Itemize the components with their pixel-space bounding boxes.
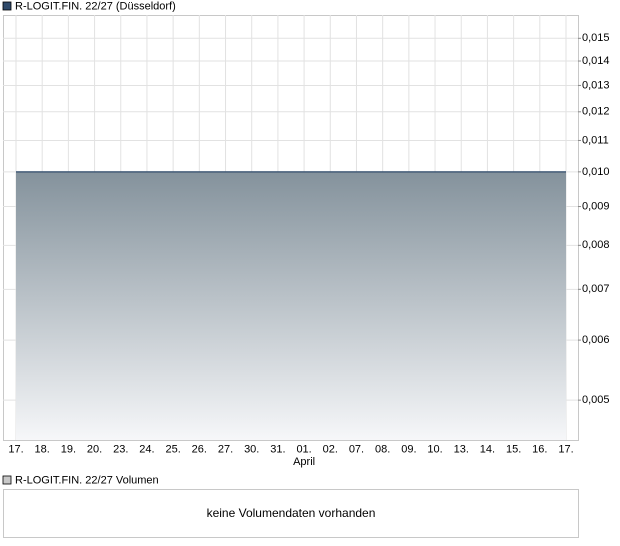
x-tick-label: 18. (35, 443, 50, 455)
y-tick-label: 0,008 (582, 239, 610, 251)
x-tick-label: 23. (113, 443, 128, 455)
x-tick-label: 13. (454, 443, 469, 455)
y-tick-label: 0,015 (582, 32, 610, 44)
x-tick-label: 17. (558, 443, 573, 455)
volume-message: keine Volumendaten vorhanden (207, 506, 376, 520)
y-tick-label: 0,009 (582, 200, 610, 212)
x-tick-label: 19. (61, 443, 76, 455)
volume-title: R-LOGIT.FIN. 22/27 Volumen (15, 474, 159, 486)
x-month-label: April (293, 456, 315, 468)
x-tick-label: 30. (244, 443, 259, 455)
y-tick-label: 0,005 (582, 394, 610, 406)
y-tick-label: 0,014 (582, 55, 610, 67)
x-tick-label: 25. (165, 443, 180, 455)
legend-swatch (2, 1, 12, 11)
y-tick-label: 0,011 (582, 134, 609, 146)
x-tick-label: 15. (506, 443, 521, 455)
x-tick-label: 17. (8, 443, 23, 455)
y-tick-label: 0,013 (582, 79, 610, 91)
x-tick-label: 26. (192, 443, 207, 455)
area-fill (16, 171, 566, 440)
x-tick-label: 08. (375, 443, 390, 455)
x-tick-label: 24. (139, 443, 154, 455)
x-tick-label: 02. (323, 443, 338, 455)
x-tick-label: 07. (349, 443, 364, 455)
x-tick-label: 09. (401, 443, 416, 455)
x-tick-label: 31. (270, 443, 285, 455)
y-tick-label: 0,007 (582, 283, 610, 295)
y-tick-label: 0,012 (582, 106, 610, 118)
volume-frame (3, 489, 579, 538)
volume-legend-swatch (2, 475, 12, 485)
x-tick-label: 10. (427, 443, 442, 455)
legend-label: R-LOGIT.FIN. 22/27 (Düsseldorf) (15, 0, 176, 12)
x-tick-label: 27. (218, 443, 233, 455)
x-tick-label: 14. (480, 443, 495, 455)
x-tick-label: 16. (532, 443, 547, 455)
y-tick-label: 0,006 (582, 334, 610, 346)
x-tick-label: 20. (87, 443, 102, 455)
marks (16, 171, 566, 440)
x-tick-label: 01. (296, 443, 311, 455)
y-tick-label: 0,010 (582, 166, 610, 178)
